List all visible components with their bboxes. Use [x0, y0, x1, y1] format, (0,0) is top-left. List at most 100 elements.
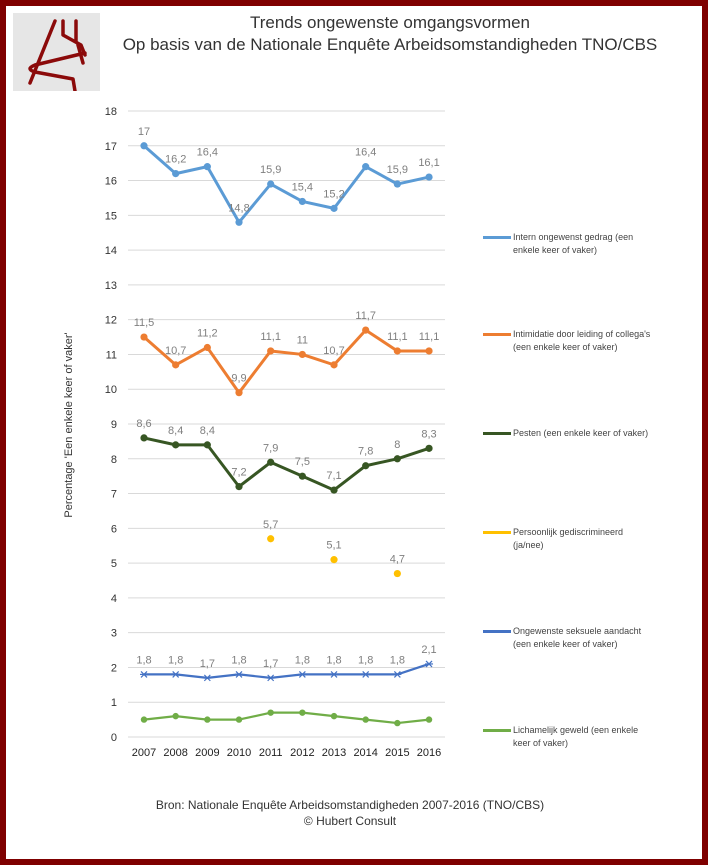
data-label: 16,4	[355, 147, 376, 159]
legend-label: Intern ongewenst gedrag (een enkele keer …	[513, 231, 663, 257]
data-label: 11,2	[197, 327, 218, 339]
data-label: 15,4	[292, 181, 313, 193]
y-tick-label: 15	[105, 210, 117, 222]
title-line-1: Trends ongewenste omgangsvormen	[249, 13, 531, 32]
data-label: 1,8	[231, 654, 246, 666]
data-label: 1,8	[168, 654, 183, 666]
y-tick-label: 11	[106, 349, 117, 361]
data-label: 14,8	[228, 202, 249, 214]
legend-label-line: (een enkele keer of vaker)	[513, 639, 618, 649]
y-tick-label: 13	[105, 280, 117, 292]
legend-label-line: Lichamelijk geweld (een enkele	[513, 725, 639, 735]
data-point-marker	[235, 670, 244, 678]
y-tick-label: 2	[111, 662, 117, 674]
data-label: 17	[138, 126, 150, 138]
series-line	[143, 436, 430, 492]
data-label: 7,9	[263, 442, 278, 454]
data-labels: 17 16,2 16,4 14,8 15,9 15,4 15,2 16,4 15,9 16,1 11…	[134, 126, 440, 670]
data-label: 9,9	[231, 373, 246, 385]
series-2	[140, 326, 433, 397]
y-tick-label: 8	[111, 454, 117, 466]
data-label: 8	[394, 439, 400, 451]
y-tick-label: 3	[111, 628, 117, 640]
data-point	[203, 343, 211, 352]
data-point	[425, 347, 433, 355]
data-point	[172, 441, 180, 449]
data-point	[362, 716, 369, 723]
data-point	[267, 535, 275, 543]
data-label: 15,9	[387, 164, 408, 176]
logo	[13, 13, 100, 93]
data-point	[393, 347, 401, 355]
legend-swatch-icon	[483, 333, 511, 336]
y-tick-label: 16	[105, 176, 117, 188]
data-point	[362, 462, 370, 470]
y-tick-label: 9	[111, 419, 117, 431]
data-label: 8,6	[136, 418, 151, 430]
data-label: 8,3	[421, 428, 436, 440]
legend-label: Ongewenste seksuele aandacht (een enkele …	[513, 625, 663, 651]
data-label: 5,1	[326, 540, 341, 552]
data-label: 8,4	[200, 425, 215, 437]
data-point	[235, 389, 243, 397]
x-tick-label: 2016	[417, 747, 441, 759]
x-tick-label: 2015	[385, 747, 409, 759]
marker-stroke	[235, 670, 243, 678]
data-label: 1,8	[358, 654, 373, 666]
data-point	[330, 361, 338, 369]
data-point	[172, 361, 180, 369]
data-label: 7,8	[358, 446, 373, 458]
data-point	[235, 218, 243, 226]
data-point	[267, 458, 275, 466]
data-point	[203, 441, 211, 449]
legend-label: Lichamelijk geweld (een enkele keer of va…	[513, 724, 663, 750]
legend-label-line: Intimidatie door leiding of collega's	[513, 329, 651, 339]
data-point	[362, 326, 370, 334]
data-label: 16,4	[197, 147, 218, 159]
marker-stroke	[330, 670, 338, 678]
data-label: 15,9	[260, 164, 281, 176]
y-tick-label: 1	[111, 697, 117, 709]
series-4	[267, 535, 401, 578]
legend-label-line: Persoonlijk gediscrimineerd	[513, 527, 624, 537]
y-tick-label: 14	[105, 245, 117, 257]
data-label: 1,8	[136, 654, 151, 666]
data-point-marker	[266, 674, 275, 682]
data-label: 1,7	[200, 658, 215, 670]
x-tick-label: 2007	[132, 747, 156, 759]
data-label: 2,1	[421, 644, 436, 656]
series-3	[140, 434, 433, 494]
y-tick-label: 17	[105, 141, 117, 153]
data-point	[425, 173, 433, 181]
data-point-marker	[330, 670, 339, 678]
data-point	[393, 180, 401, 188]
data-point	[298, 197, 306, 206]
x-tick-label: 2011	[259, 747, 283, 759]
legend-label-line: enkele keer of vaker)	[513, 245, 598, 255]
data-label: 7,2	[231, 467, 246, 479]
legend-swatch-icon	[483, 630, 511, 633]
data-point	[140, 434, 148, 442]
data-point	[235, 483, 243, 491]
data-point	[267, 347, 275, 355]
marker-stroke	[172, 670, 180, 678]
data-label: 11,1	[387, 331, 408, 343]
series-line	[143, 328, 430, 395]
data-point	[298, 350, 306, 359]
legend-label-line: (ja/nee)	[513, 540, 544, 550]
marker-stroke	[298, 670, 306, 678]
x-tick-label: 2009	[195, 747, 219, 759]
y-tick-label: 0	[111, 732, 117, 744]
data-point	[267, 180, 275, 188]
chart-title: Trends ongewenste omgangsvormen Op basis…	[110, 12, 670, 56]
data-point	[330, 486, 338, 494]
data-label: 7,1	[326, 470, 341, 482]
data-point	[172, 170, 180, 178]
x-tick-label: 2013	[322, 747, 346, 759]
data-point	[393, 569, 401, 578]
x-tick-label: 2014	[353, 747, 377, 759]
y-tick-label: 4	[111, 593, 117, 605]
